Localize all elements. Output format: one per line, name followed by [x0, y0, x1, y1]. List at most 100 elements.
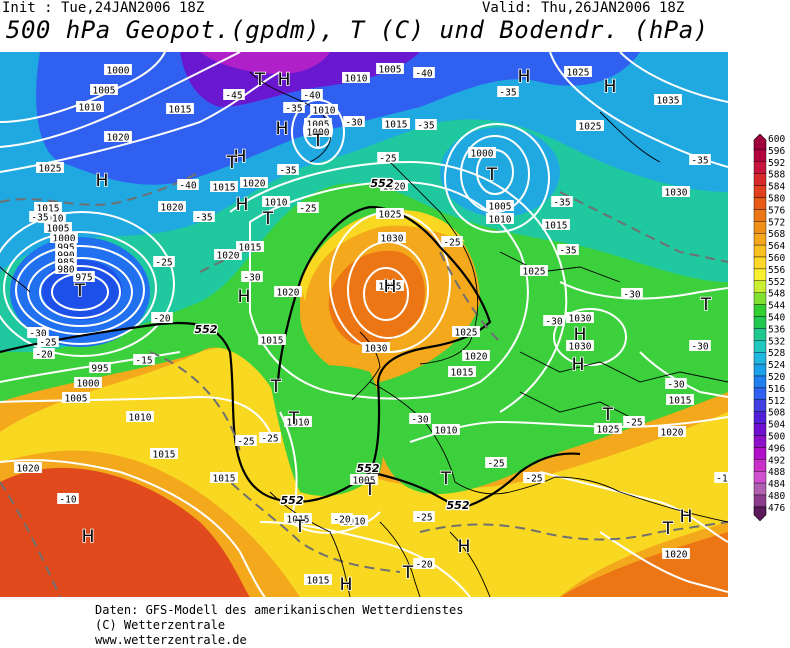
- geopotential-label: 552: [281, 494, 304, 507]
- pressure-label-text: 1000: [77, 379, 100, 390]
- pressure-label-text: 1025: [379, 210, 402, 221]
- legend-level-label: 500: [768, 432, 785, 443]
- temperature-label-box: [343, 116, 365, 127]
- legend-level-label: 544: [768, 301, 785, 312]
- legend-level-label: 552: [768, 277, 785, 288]
- pressure-label-21: 1020: [158, 201, 186, 214]
- low-pressure-marker: T: [288, 409, 300, 429]
- legend-swatch: [753, 363, 767, 377]
- pressure-label-text: 1010: [345, 74, 368, 85]
- pressure-label-5: 1015: [34, 202, 62, 215]
- pressure-label-box: [158, 201, 186, 212]
- legend-level-label: 512: [768, 396, 785, 407]
- pressure-label-57: 1030: [662, 186, 690, 199]
- pressure-label-text: 1035: [657, 96, 680, 107]
- pressure-label-box: [576, 120, 604, 131]
- legend-swatch: [753, 387, 767, 400]
- temperature-label-text: -40: [415, 69, 432, 80]
- pressure-label-text: 1010: [287, 418, 310, 429]
- pressure-label-16: 1005: [62, 392, 90, 405]
- pressure-label-box: [376, 208, 404, 219]
- pressure-label-61: 1015: [666, 394, 694, 407]
- pressure-label-52: 1010: [486, 213, 514, 226]
- pressure-label-box: [566, 340, 594, 351]
- temperature-label-box: [413, 67, 435, 78]
- pressure-label-text: 1015: [213, 474, 236, 485]
- pressure-label-text: 975: [75, 273, 92, 284]
- legend-swatch: [753, 292, 767, 305]
- pressure-label-text: 1000: [307, 128, 330, 139]
- legend-swatch: [753, 232, 767, 246]
- temperature-label-box: [689, 154, 711, 165]
- pressure-label-text: 1005: [353, 476, 376, 487]
- pressure-label-14: 995: [89, 362, 111, 375]
- pressure-label-box: [166, 103, 194, 114]
- high-pressure-marker: H: [96, 171, 109, 191]
- temperature-label-text: -30: [691, 342, 708, 353]
- pressure-label-text: 1010: [435, 426, 458, 437]
- low-pressure-marker: T: [700, 295, 712, 315]
- pressure-label-box: [486, 200, 514, 211]
- geopotential-label: 552: [371, 177, 394, 190]
- legend-level-label: 556: [768, 265, 785, 276]
- pressure-label-text: 1025: [523, 267, 546, 278]
- temperature-label-box: [543, 315, 565, 326]
- pressure-label-box: [376, 63, 404, 74]
- low-pressure-marker: T: [440, 469, 452, 489]
- temperature-label-box: [485, 457, 507, 468]
- temperature-label-8: -25: [377, 152, 399, 165]
- temperature-label-text: -30: [667, 380, 684, 391]
- pressure-label-box: [340, 515, 368, 526]
- pressure-label-text: 1005: [379, 65, 402, 76]
- temperature-label-box: [665, 378, 687, 389]
- temperature-label-box: [259, 432, 281, 443]
- geopotential-label: 552: [447, 499, 470, 512]
- pressure-label-text: 1020: [277, 288, 300, 299]
- pressure-label-box: [662, 548, 690, 559]
- pressure-label-box: [89, 362, 111, 373]
- pressure-label-box: [73, 271, 95, 282]
- legend-level-label: 488: [768, 467, 785, 478]
- pressure-label-box: [90, 84, 118, 95]
- temperature-label-16: -20: [33, 348, 55, 361]
- temperature-label-text: -35: [31, 213, 48, 224]
- pressure-label-box: [14, 462, 42, 473]
- legend-level-label: 528: [768, 348, 785, 359]
- pressure-label-18: 1015: [150, 448, 178, 461]
- temperature-label-17: -15: [133, 354, 155, 367]
- temperature-label-3: -30: [343, 116, 365, 129]
- temperature-label-text: -25: [625, 418, 642, 429]
- pressure-label-text: 1000: [471, 149, 494, 160]
- low-pressure-marker: T: [662, 519, 674, 539]
- legend-swatch: [753, 351, 767, 365]
- temperature-label-9: -40: [413, 67, 435, 80]
- pressure-label-box: [104, 131, 132, 142]
- temperature-label-25: -30: [543, 315, 565, 328]
- temperature-label-28: -30: [689, 340, 711, 353]
- pressure-label-30: 1005: [304, 118, 332, 131]
- legend-swatch: [753, 423, 767, 436]
- temperature-label-27: -30: [665, 378, 687, 391]
- legend-level-label: 548: [768, 289, 785, 300]
- temperature-label-text: -30: [29, 329, 46, 340]
- deep-blue-region: [36, 52, 640, 185]
- temperature-label-text: -15: [135, 356, 152, 367]
- temperature-label-text: -35: [691, 156, 708, 167]
- temperature-label-22: -35: [551, 196, 573, 209]
- pressure-label-box: [304, 126, 332, 137]
- legend-level-label: 484: [768, 479, 785, 490]
- pressure-label-text: 1020: [383, 182, 406, 193]
- pressure-label-27: 1005: [376, 63, 404, 76]
- high-pressure-marker: H: [238, 287, 251, 307]
- pressure-label-text: 1000: [107, 66, 130, 77]
- temperature-label-text: -35: [417, 121, 434, 132]
- pressure-label-text: 1010: [129, 413, 152, 424]
- temperature-label-box: [551, 196, 573, 207]
- pressure-label-box: [284, 513, 312, 524]
- pressure-label-box: [34, 202, 62, 213]
- legend-level-label: 568: [768, 229, 785, 240]
- legend-swatch: [753, 185, 767, 198]
- pressure-label-box: [666, 394, 694, 405]
- temperature-label-box: [235, 435, 257, 446]
- temperature-label-37: -10: [57, 493, 79, 506]
